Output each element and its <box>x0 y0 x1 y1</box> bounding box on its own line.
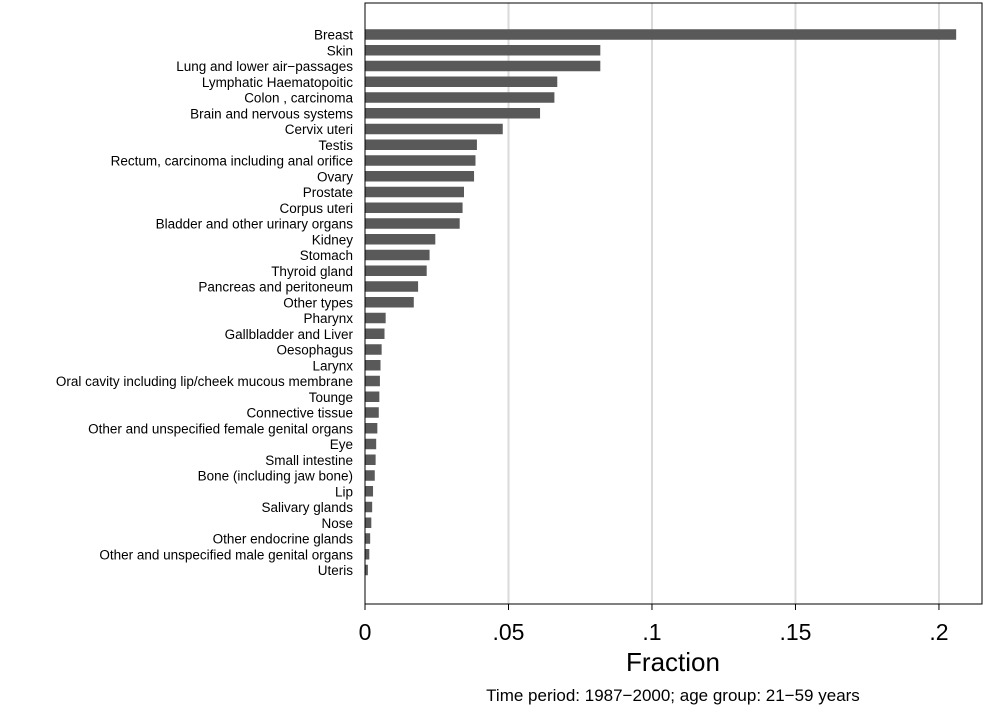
bar <box>365 202 463 213</box>
category-label: Prostate <box>303 185 353 200</box>
bar <box>365 549 370 560</box>
bar <box>365 470 375 481</box>
bar <box>365 60 601 72</box>
grid-lines <box>507 3 940 604</box>
bar <box>365 92 555 103</box>
category-label: Bladder and other urinary organs <box>156 217 354 232</box>
bars <box>365 29 957 576</box>
x-tick-label: .05 <box>492 619 524 645</box>
category-label: Lung and lower air−passages <box>176 59 353 74</box>
category-label: Bone (including jaw bone) <box>198 469 353 484</box>
category-label: Cervix uteri <box>285 122 353 137</box>
bar <box>365 297 414 308</box>
bar <box>365 171 475 182</box>
bar <box>365 564 368 576</box>
x-tick-label: .1 <box>642 619 661 645</box>
category-label: Stomach <box>300 248 353 263</box>
category-label: Oral cavity including lip/cheek mucous m… <box>56 374 353 389</box>
x-tick-label: .2 <box>929 619 948 645</box>
bar <box>365 45 601 56</box>
bar <box>365 438 377 450</box>
category-label: Larynx <box>312 358 353 373</box>
category-label: Breast <box>314 28 353 43</box>
bar <box>365 312 386 324</box>
category-label: Pharynx <box>303 311 353 326</box>
bar <box>365 344 382 355</box>
bar <box>365 533 371 544</box>
category-label: Uteris <box>318 563 354 578</box>
bar <box>365 454 376 465</box>
category-label: Other and unspecified male genital organ… <box>99 547 353 562</box>
bar <box>365 281 419 292</box>
bar <box>365 360 381 371</box>
category-label: Tounge <box>309 390 353 405</box>
category-label: Connective tissue <box>246 406 353 421</box>
category-label: Lip <box>335 484 353 499</box>
category-label: Other types <box>283 295 353 310</box>
x-axis-ticks: 0 .05 .1 .15 .2 <box>359 604 949 645</box>
bar <box>365 218 460 229</box>
bar <box>365 139 477 150</box>
bar <box>365 517 372 528</box>
category-label: Rectum, carcinoma including anal orifice <box>111 154 353 169</box>
chart-note: Time period: 1987−2000; age group: 21−59… <box>486 686 860 705</box>
bar <box>365 423 378 434</box>
bar <box>365 234 436 245</box>
category-label: Gallbladder and Liver <box>225 327 354 342</box>
bar <box>365 407 379 418</box>
bar <box>365 123 503 135</box>
plot-frame <box>364 2 983 605</box>
bar <box>365 486 374 497</box>
x-tick-label: 0 <box>359 619 372 645</box>
category-label: Salivary glands <box>261 500 353 515</box>
category-label: Small intestine <box>265 453 353 468</box>
bar <box>365 265 427 276</box>
bar <box>365 328 385 339</box>
bar <box>365 108 541 119</box>
x-tick-label: .15 <box>779 619 811 645</box>
bar <box>365 186 465 198</box>
category-label: Ovary <box>317 169 353 184</box>
category-label: Lymphatic Haematopoitic <box>202 75 353 90</box>
category-label: Corpus uteri <box>279 201 353 216</box>
category-label: Brain and nervous systems <box>190 106 353 121</box>
bar <box>365 249 430 261</box>
x-axis-title: Fraction <box>626 647 720 677</box>
category-label: Other endocrine glands <box>213 532 354 547</box>
category-label: Colon , carcinoma <box>244 91 353 106</box>
category-label: Testis <box>318 138 353 153</box>
category-label: Kidney <box>312 232 354 247</box>
bar <box>365 76 558 87</box>
category-label: Eye <box>330 437 353 452</box>
bar <box>365 501 373 513</box>
category-label: Oesophagus <box>276 343 353 358</box>
category-label: Other and unspecified female genital org… <box>88 421 353 436</box>
category-label: Skin <box>327 43 353 58</box>
bar <box>365 155 476 166</box>
category-label: Nose <box>321 516 353 531</box>
bar <box>365 29 957 40</box>
bar <box>365 375 380 387</box>
bar <box>365 391 380 402</box>
category-label: Pancreas and peritoneum <box>198 280 353 295</box>
category-label: Thyroid gland <box>271 264 353 279</box>
